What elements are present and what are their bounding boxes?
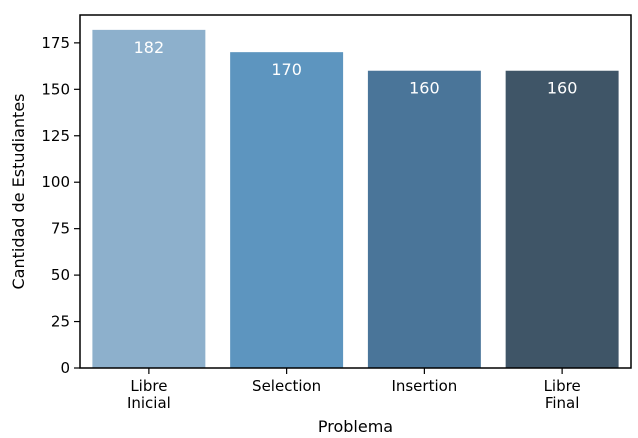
data-labels: 182 170 160 160 [134,38,578,98]
bar [367,70,481,368]
x-ticks [148,368,563,374]
y-tick-label: 50 [51,266,70,284]
y-tick-label: 100 [41,173,70,191]
y-tick-labels: 0 25 50 75 100 125 150 175 [41,34,70,377]
data-label: 182 [134,38,165,57]
y-ticks [74,42,80,369]
y-tick-label: 25 [51,313,70,331]
y-tick-label: 150 [41,80,70,98]
x-tick-label: Selection [252,377,321,395]
x-axis-title: Problema [318,417,393,436]
bar [505,70,619,368]
bars-group [92,29,619,368]
data-label: 170 [271,60,302,79]
x-tick-label: Insertion [391,377,457,395]
data-label: 160 [547,79,578,98]
y-tick-label: 125 [41,127,70,145]
y-axis-title: Cantidad de Estudiantes [9,94,28,290]
y-tick-label: 75 [51,220,70,238]
x-tick-label: Libre Inicial [127,377,171,412]
data-label: 160 [409,79,440,98]
y-tick-label: 0 [60,359,70,377]
bar [92,29,206,368]
plot-frame [79,14,632,369]
x-tick-label: Libre Final [544,377,581,412]
bar [230,52,344,368]
x-tick-labels: Libre Inicial Selection Insertion Libre Final [127,377,581,412]
y-tick-label: 175 [41,34,70,52]
